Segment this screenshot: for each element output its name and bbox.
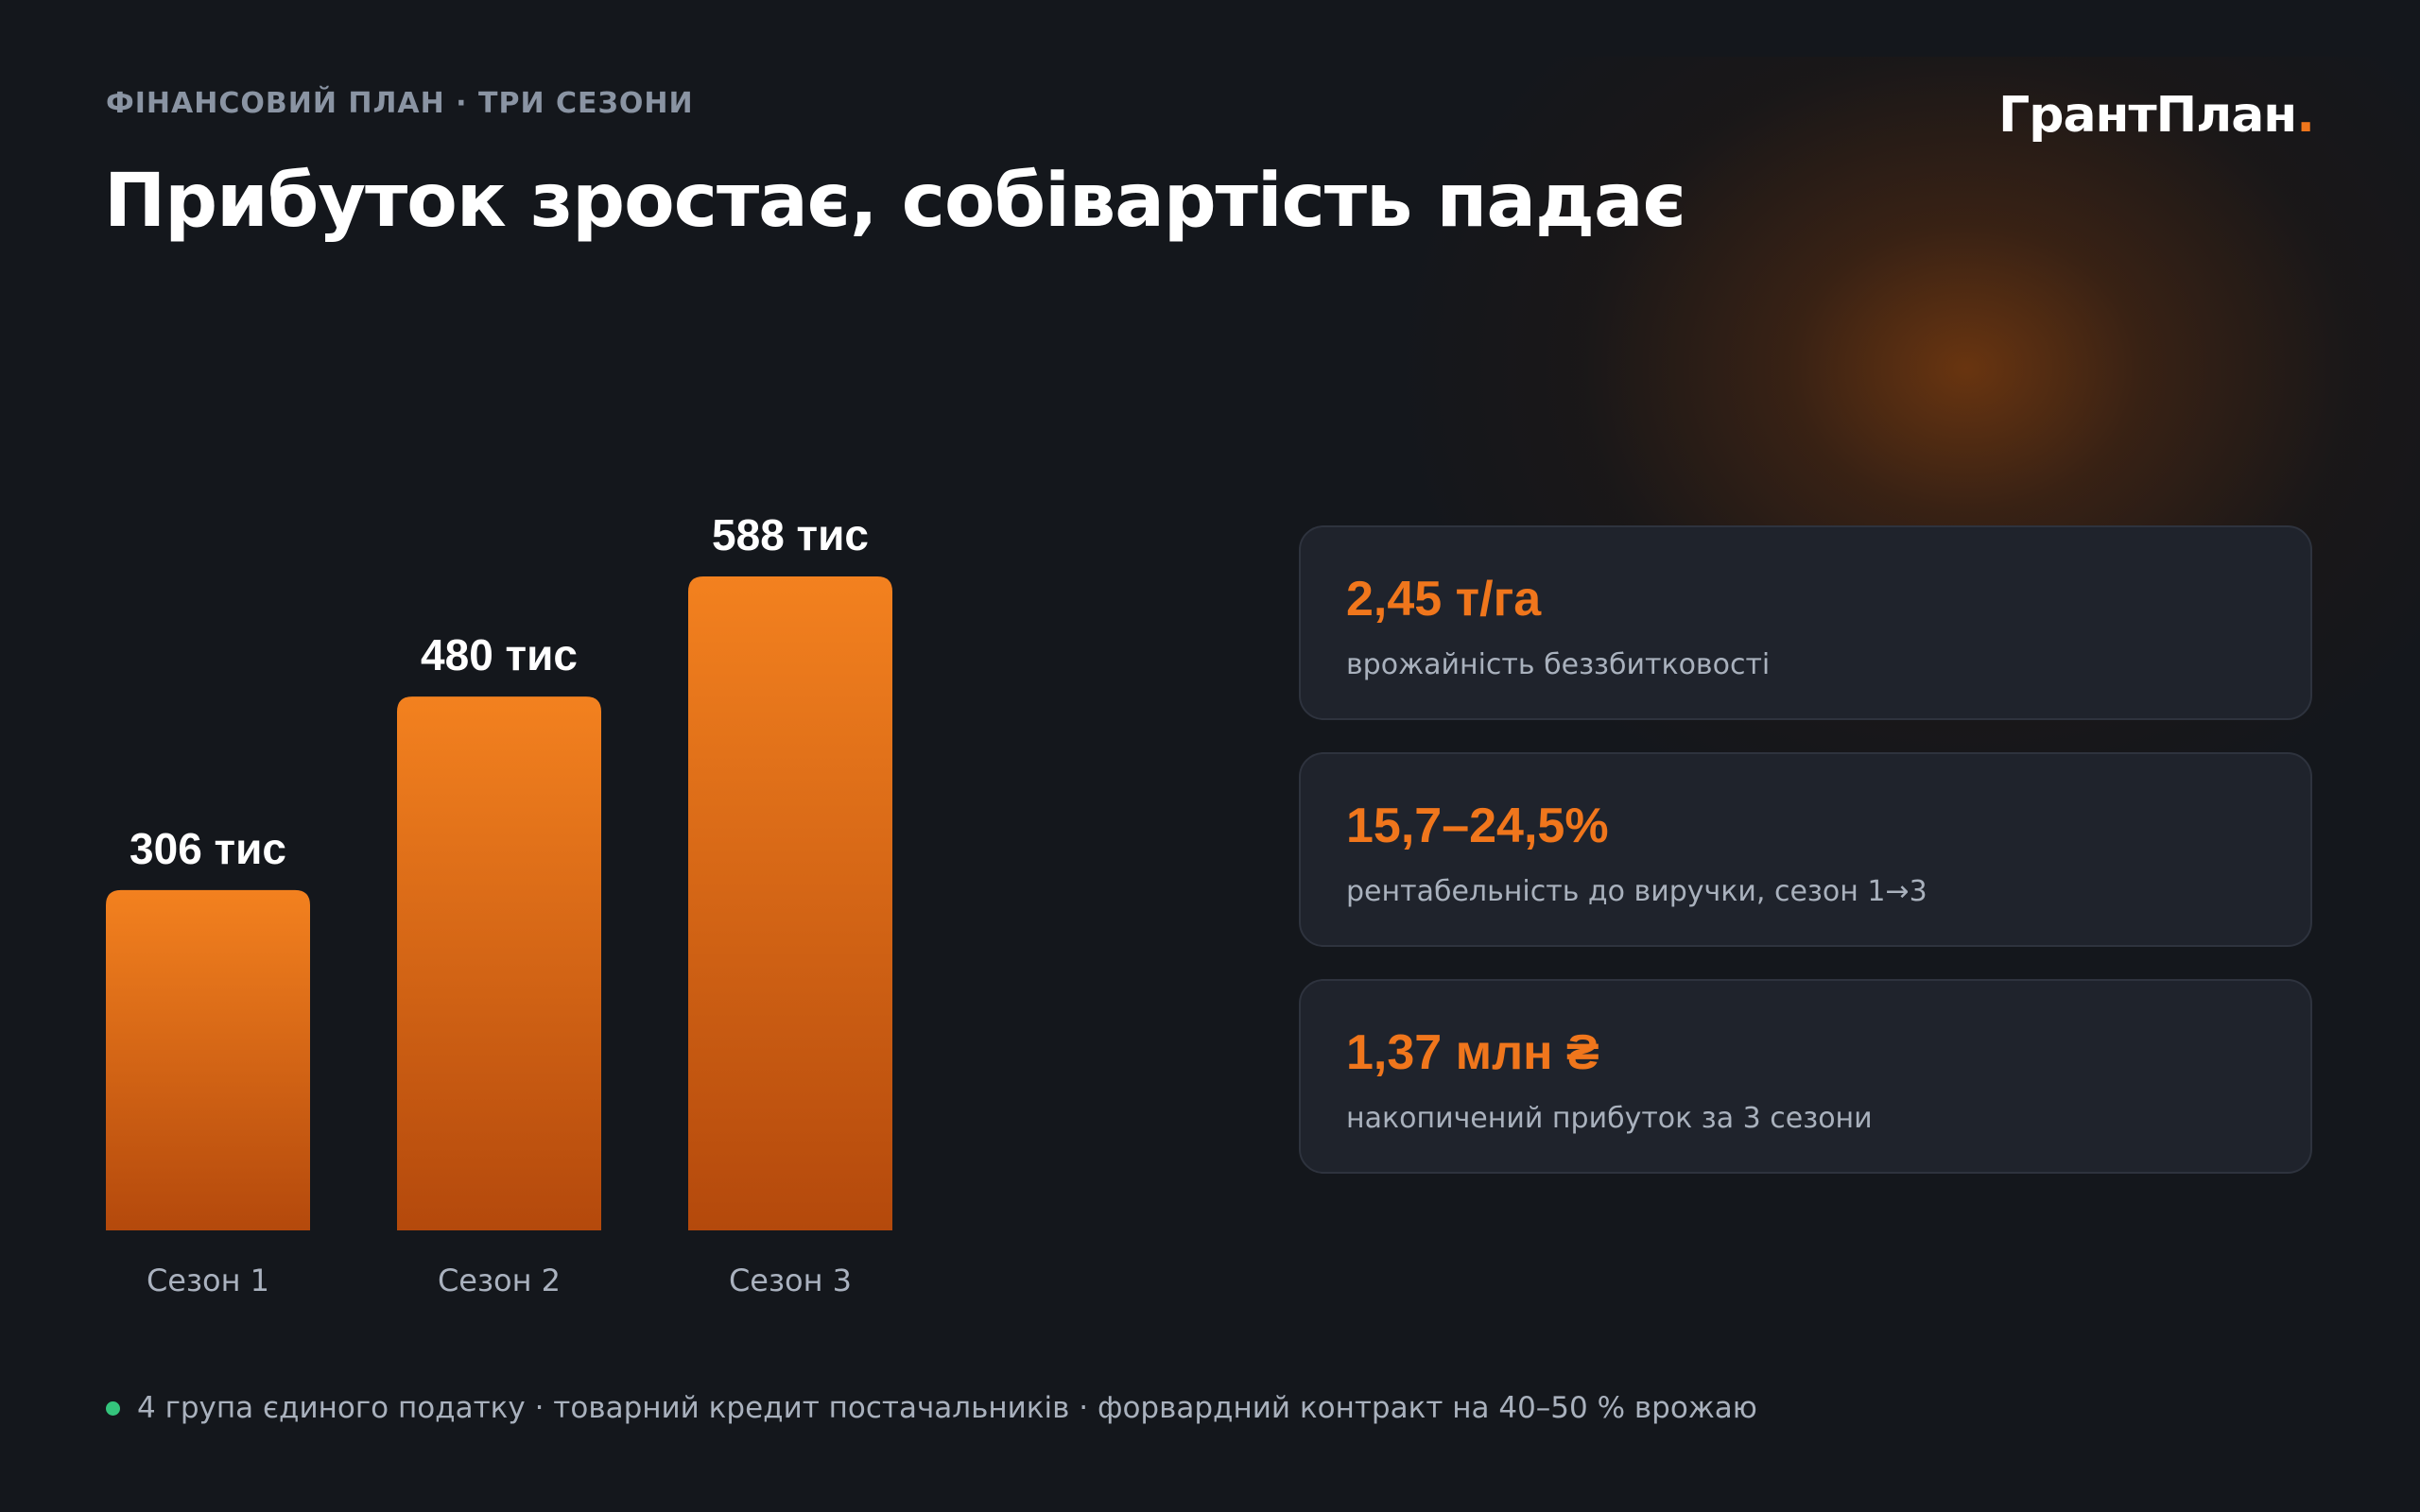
logo-dot: . bbox=[2296, 87, 2315, 144]
bar-value-label: 588 тис bbox=[712, 510, 869, 559]
bar-value-label: 480 тис bbox=[421, 630, 578, 679]
category-label: Сезон 2 bbox=[438, 1263, 561, 1298]
page-title: Прибуток зростає, собівартість падає bbox=[104, 159, 1686, 244]
category-label: Сезон 3 bbox=[729, 1263, 852, 1298]
bar-season-2 bbox=[397, 696, 601, 1230]
eyebrow: ФІНАНСОВИЙ ПЛАН · ТРИ СЕЗОНИ bbox=[106, 87, 694, 120]
status-dot-icon bbox=[106, 1400, 120, 1416]
chart-marks: 306 тис Сезон 1 480 тис Сезон 2 588 тис Сезон… bbox=[106, 510, 892, 1298]
kpi-label: накопичений прибуток за 3 сезони bbox=[1346, 1102, 1873, 1135]
kpi-cards: 2,45 т/га врожайність беззбитковості 15,… bbox=[1299, 525, 2312, 1206]
bar-season-3 bbox=[688, 576, 892, 1230]
kpi-label: рентабельність до виручки, сезон 1→3 bbox=[1346, 875, 1927, 908]
kpi-card-breakeven-yield: 2,45 т/га врожайність беззбитковості bbox=[1299, 525, 2312, 720]
kpi-value: 15,7–24,5% bbox=[1346, 799, 1609, 853]
kpi-value: 2,45 т/га bbox=[1346, 572, 1542, 627]
category-label: Сезон 1 bbox=[147, 1263, 269, 1298]
footer-text: 4 група єдиного податку · товарний креди… bbox=[137, 1391, 1757, 1425]
kpi-label: врожайність беззбитковості bbox=[1346, 648, 1771, 681]
bar-season-1 bbox=[106, 889, 310, 1230]
kpi-value: 1,37 млн ₴ bbox=[1346, 1025, 1599, 1080]
logo: ГрантПлан. bbox=[1998, 87, 2315, 144]
bar-value-label: 306 тис bbox=[130, 824, 286, 873]
kpi-card-cumulative-profit: 1,37 млн ₴ накопичений прибуток за 3 сез… bbox=[1299, 979, 2312, 1174]
kpi-card-profitability: 15,7–24,5% рентабельність до виручки, се… bbox=[1299, 752, 2312, 947]
logo-text: ГрантПлан bbox=[1998, 87, 2297, 144]
footer-note: 4 група єдиного податку · товарний креди… bbox=[106, 1391, 1757, 1425]
profit-bar-chart: 306 тис Сезон 1 480 тис Сезон 2 588 тис Сезон… bbox=[106, 510, 892, 1298]
